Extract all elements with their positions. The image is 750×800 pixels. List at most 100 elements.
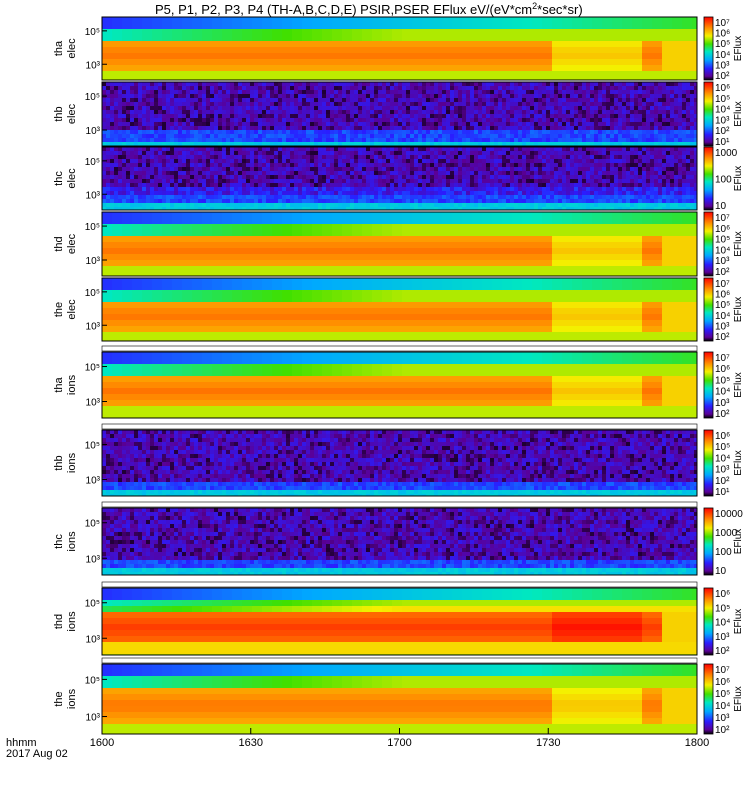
- heatmap-cell: [646, 118, 650, 122]
- heatmap-cell: [178, 102, 182, 106]
- heatmap-cell: [406, 130, 410, 134]
- heatmap-cell: [482, 130, 486, 134]
- heatmap-cell: [318, 187, 322, 191]
- heatmap-cell: [426, 126, 430, 130]
- heatmap-cell: [498, 147, 502, 151]
- heatmap-cell: [398, 106, 402, 110]
- heatmap-cell: [510, 203, 514, 207]
- heatmap-cell: [298, 102, 302, 106]
- heatmap-cell: [152, 41, 162, 47]
- heatmap-cell: [362, 199, 366, 203]
- heatmap-cell: [458, 175, 462, 179]
- heatmap-cell: [334, 195, 338, 199]
- heatmap-cell: [282, 90, 286, 94]
- heatmap-cell: [342, 195, 346, 199]
- heatmap-cell: [158, 159, 162, 163]
- heatmap-cell: [166, 167, 170, 171]
- heatmap-cell: [278, 155, 282, 159]
- heatmap-cell: [674, 122, 678, 126]
- heatmap-cell: [330, 138, 334, 142]
- heatmap-cell: [218, 163, 222, 167]
- heatmap-cell: [370, 203, 374, 207]
- heatmap-cell: [270, 159, 274, 163]
- heatmap-cell: [402, 179, 406, 183]
- heatmap-cell: [170, 126, 174, 130]
- heatmap-cell: [222, 94, 226, 98]
- heatmap-cell: [202, 167, 206, 171]
- heatmap-cell: [126, 171, 130, 175]
- heatmap-cell: [230, 175, 234, 179]
- heatmap-cell: [194, 187, 198, 191]
- heatmap-cell: [150, 191, 154, 195]
- heatmap-cell: [394, 106, 398, 110]
- colorbar-tick-label: 10⁵: [715, 94, 730, 105]
- heatmap-cell: [466, 126, 470, 130]
- heatmap-cell: [492, 23, 502, 29]
- heatmap-cell: [526, 179, 530, 183]
- heatmap-cell: [210, 171, 214, 175]
- heatmap-cell: [430, 179, 434, 183]
- heatmap-cell: [322, 114, 326, 118]
- heatmap-cell: [686, 94, 690, 98]
- heatmap-cell: [494, 151, 498, 155]
- heatmap-cell: [502, 163, 506, 167]
- heatmap-cell: [582, 53, 592, 59]
- heatmap-cell: [178, 114, 182, 118]
- heatmap-cell: [578, 167, 582, 171]
- heatmap-cell: [570, 102, 574, 106]
- heatmap-cell: [254, 187, 258, 191]
- heatmap-cell: [306, 199, 310, 203]
- heatmap-cell: [422, 82, 426, 86]
- heatmap-cell: [472, 77, 482, 80]
- heatmap-cell: [426, 167, 430, 171]
- heatmap-cell: [322, 47, 332, 53]
- heatmap-cell: [346, 102, 350, 106]
- heatmap-cell: [630, 90, 634, 94]
- heatmap-cell: [414, 90, 418, 94]
- heatmap-cell: [522, 65, 532, 71]
- heatmap-cell: [222, 53, 232, 59]
- heatmap-cell: [150, 203, 154, 207]
- heatmap-cell: [502, 175, 506, 179]
- heatmap-cell: [610, 106, 614, 110]
- heatmap-cell: [486, 163, 490, 167]
- heatmap-cell: [318, 163, 322, 167]
- heatmap-cell: [354, 171, 358, 175]
- heatmap-cell: [370, 207, 374, 210]
- heatmap-cell: [450, 126, 454, 130]
- heatmap-cell: [290, 90, 294, 94]
- heatmap-cell: [182, 134, 186, 138]
- heatmap-cell: [638, 82, 642, 86]
- heatmap-cell: [294, 98, 298, 102]
- heatmap-cell: [150, 195, 154, 199]
- heatmap-cell: [632, 29, 642, 35]
- heatmap-cell: [462, 90, 466, 94]
- heatmap-cell: [330, 98, 334, 102]
- heatmap-cell: [486, 191, 490, 195]
- heatmap-cell: [354, 82, 358, 86]
- heatmap-cell: [282, 59, 292, 65]
- heatmap-cell: [570, 118, 574, 122]
- heatmap-cell: [482, 82, 486, 86]
- heatmap-cell: [490, 138, 494, 142]
- heatmap-cell: [542, 151, 546, 155]
- heatmap-cell: [578, 142, 582, 146]
- heatmap-cell: [530, 82, 534, 86]
- heatmap-cell: [322, 86, 326, 90]
- heatmap-cell: [354, 98, 358, 102]
- heatmap-cell: [518, 82, 522, 86]
- heatmap-cell: [426, 138, 430, 142]
- heatmap-cell: [410, 171, 414, 175]
- heatmap-cell: [290, 110, 294, 114]
- heatmap-cell: [262, 114, 266, 118]
- heatmap-cell: [672, 17, 682, 23]
- heatmap-cell: [146, 82, 150, 86]
- heatmap-cell: [218, 138, 222, 142]
- heatmap-cell: [372, 23, 382, 29]
- heatmap-cell: [170, 122, 174, 126]
- heatmap-cell: [650, 114, 654, 118]
- heatmap-cell: [450, 130, 454, 134]
- heatmap-cell: [190, 187, 194, 191]
- colorbar-tick-label: 10³: [715, 115, 730, 126]
- heatmap-cell: [482, 147, 486, 151]
